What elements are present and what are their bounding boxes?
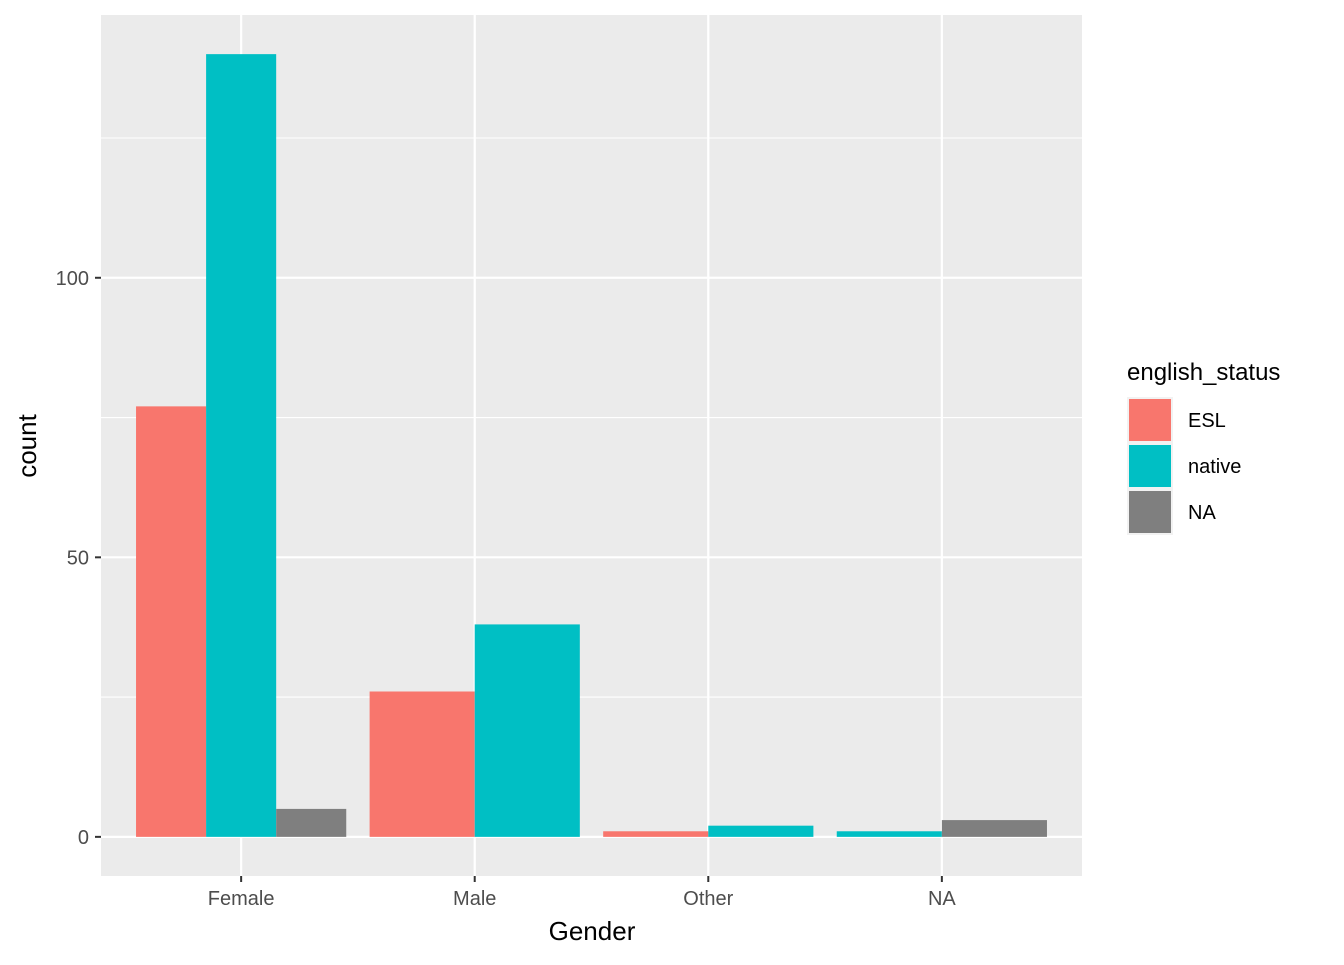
bar-other-esl <box>603 831 709 837</box>
y-tick-label: 100 <box>56 268 89 290</box>
bar-female-native <box>206 54 277 837</box>
legend-title: english_status <box>1127 359 1280 386</box>
legend-label: ESL <box>1188 410 1226 432</box>
bar-na-native <box>836 831 942 837</box>
legend-label: NA <box>1188 502 1216 524</box>
bar-other-native <box>708 825 814 837</box>
x-axis-title: Gender <box>549 916 636 946</box>
legend-swatch-native <box>1129 445 1171 487</box>
y-axis-title: count <box>12 413 42 477</box>
bar-male-esl <box>369 691 475 837</box>
bar-male-native <box>474 624 580 837</box>
y-tick-label: 0 <box>78 827 89 849</box>
legend-label: native <box>1188 456 1241 478</box>
legend-swatch-na <box>1129 491 1171 533</box>
bar-female-esl <box>136 406 207 837</box>
x-tick-label: Female <box>208 888 275 910</box>
x-tick-label: Other <box>683 888 733 910</box>
y-tick-label: 50 <box>67 547 89 569</box>
x-tick-label: NA <box>928 888 956 910</box>
bar-na-na <box>941 820 1047 837</box>
x-tick-label: Male <box>453 888 496 910</box>
bar-female-na <box>276 808 347 837</box>
legend-swatch-esl <box>1129 399 1171 441</box>
